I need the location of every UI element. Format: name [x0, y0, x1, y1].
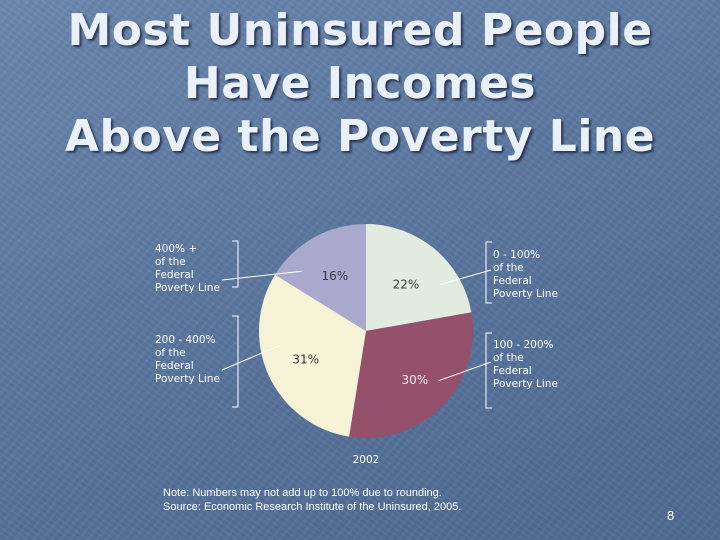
- note-line-2: Source: Economic Research Institute of t…: [163, 501, 462, 513]
- leader-line-1: [440, 269, 492, 285]
- footnote: Note: Numbers may not add up to 100% due…: [163, 486, 461, 514]
- label-line: Federal: [493, 275, 532, 287]
- label-bracket-2: [485, 332, 492, 409]
- label-bracket-3: [232, 315, 239, 408]
- label-line: 400% +: [155, 243, 197, 255]
- label-bracket-1: [485, 241, 492, 304]
- label-line: Poverty Line: [155, 282, 220, 294]
- label-line: Poverty Line: [155, 373, 220, 385]
- label-line: of the: [155, 256, 186, 268]
- label-line: of the: [493, 262, 524, 274]
- slice-value-label-4: 16%: [321, 269, 348, 283]
- label-line: 0 - 100%: [493, 249, 540, 261]
- label-line: Poverty Line: [493, 288, 558, 300]
- label-line: Federal: [493, 365, 532, 377]
- slide-title: Most Uninsured People Have Incomes Above…: [0, 4, 720, 163]
- slice-value-label-1: 22%: [393, 278, 420, 292]
- label-line: Federal: [155, 360, 194, 372]
- pie-slice-4: [275, 224, 366, 331]
- pie-slice-3: [258, 274, 366, 437]
- slice-category-label-2: 100 - 200% of the Federal Poverty Line: [493, 339, 558, 390]
- label-line: Poverty Line: [493, 378, 558, 390]
- page-number: 8: [667, 508, 675, 523]
- slice-category-label-1: 0 - 100% of the Federal Poverty Line: [493, 249, 558, 300]
- pie-slice-1: [366, 224, 472, 331]
- title-line-1: Most Uninsured People: [67, 5, 653, 56]
- label-line: of the: [493, 352, 524, 364]
- slice-value-label-3: 31%: [292, 353, 319, 367]
- leader-line-4: [221, 270, 302, 281]
- slice-value-label-2: 30%: [401, 373, 428, 387]
- label-line: 100 - 200%: [493, 339, 554, 351]
- leader-line-3: [221, 345, 280, 371]
- label-line: 200 - 400%: [155, 334, 216, 346]
- pie-slice-2: [349, 312, 473, 439]
- chart-caption: 2002: [353, 454, 380, 466]
- label-bracket-4: [232, 240, 239, 288]
- label-line: of the: [155, 347, 186, 359]
- slice-category-label-4: 400% + of the Federal Poverty Line: [155, 243, 220, 294]
- title-line-2: Have Incomes: [183, 58, 537, 109]
- label-line: Federal: [155, 269, 194, 281]
- slice-category-label-3: 200 - 400% of the Federal Poverty Line: [155, 334, 220, 385]
- leader-line-2: [438, 361, 492, 382]
- note-line-1: Note: Numbers may not add up to 100% due…: [163, 487, 442, 499]
- title-line-3: Above the Poverty Line: [64, 111, 656, 162]
